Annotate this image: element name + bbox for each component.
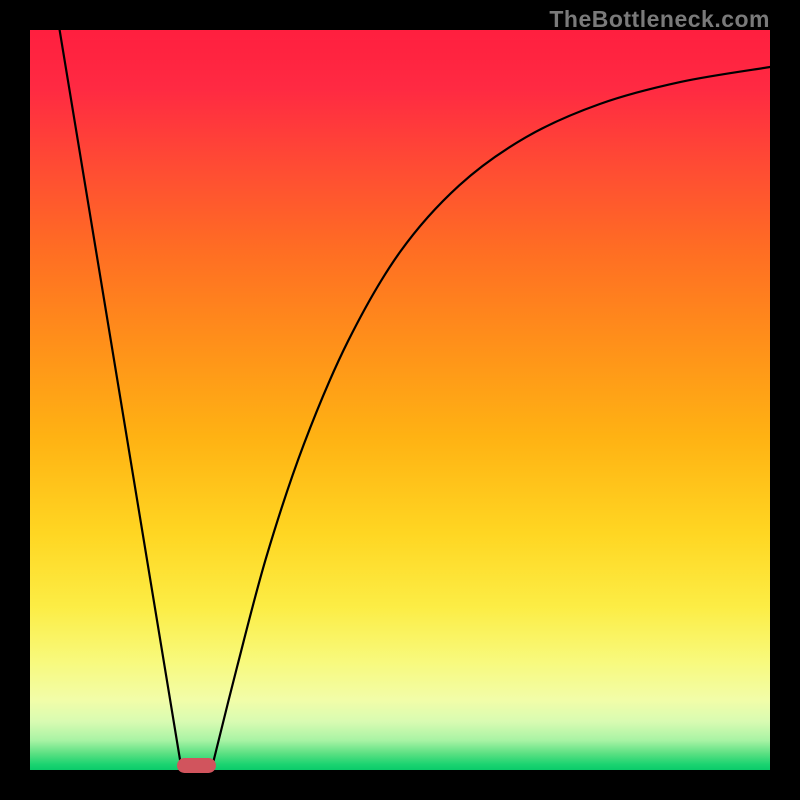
curve-layer [30,30,770,770]
minimum-marker [177,758,215,773]
curve-right [211,67,770,770]
watermark: TheBottleneck.com [549,6,770,33]
plot-area [30,30,770,770]
curve-left [60,30,182,770]
